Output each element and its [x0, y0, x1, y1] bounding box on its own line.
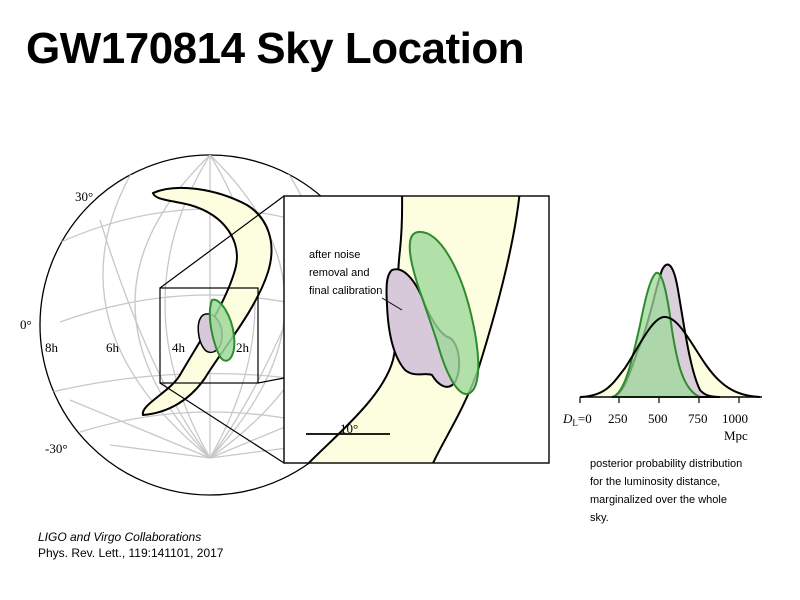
- caption-line: sky.: [590, 512, 609, 524]
- zoom-line-bottom: [159, 382, 285, 464]
- ra-label-2h: 2h: [236, 340, 250, 355]
- zoom-line-top: [159, 195, 285, 289]
- dec-label-minus30: -30°: [45, 441, 68, 456]
- dec-label-30: 30°: [75, 189, 93, 204]
- distance-plot: DL=0 250 500 750 1000 Mpc: [562, 263, 762, 443]
- annotation-line: removal and: [309, 267, 370, 279]
- x-tick-750: 750: [688, 411, 708, 426]
- ra-label-8h: 8h: [45, 340, 59, 355]
- inset-panel: 10°: [283, 195, 550, 464]
- x-tick-250: 250: [608, 411, 628, 426]
- citation: LIGO and Virgo Collaborations Phys. Rev.…: [38, 529, 223, 561]
- ra-label-4h: 4h: [172, 340, 186, 355]
- x-axis-unit: Mpc: [724, 428, 748, 443]
- sky-region-yellow: [141, 186, 273, 417]
- citation-authors: LIGO and Virgo Collaborations: [38, 530, 202, 544]
- zoom-line-mid: [257, 377, 285, 384]
- distance-curve-yellow-outline: [579, 315, 761, 398]
- inset-frame: [283, 195, 550, 464]
- distance-axis-ticks: [579, 397, 740, 403]
- distance-caption: posterior probability distribution for t…: [590, 455, 742, 527]
- x-tick-500: 500: [648, 411, 668, 426]
- scale-bar-label: 10°: [340, 421, 358, 436]
- caption-line: marginalized over the whole: [590, 494, 727, 506]
- x-tick-zero: DL=0: [562, 411, 592, 428]
- x-tick-1000: 1000: [722, 411, 748, 426]
- caption-line: for the luminosity distance,: [590, 476, 721, 488]
- zoom-box: [159, 287, 259, 384]
- inset-band-right-edge: [431, 196, 521, 463]
- distance-curve-green: [611, 271, 701, 398]
- caption-line: posterior probability distribution: [590, 458, 743, 470]
- citation-reference: Phys. Rev. Lett., 119:141101, 2017: [38, 546, 224, 560]
- page-title: GW170814 Sky Location: [26, 24, 525, 73]
- ra-label-6h: 6h: [106, 340, 120, 355]
- annotation-line: final calibration: [309, 285, 383, 297]
- inset-annotation: after noise removal and final calibratio…: [309, 246, 382, 300]
- annotation-line: after noise: [309, 249, 361, 261]
- sky-region-green-small: [208, 298, 236, 362]
- inset-region-green: [408, 230, 480, 395]
- annotation-pointer: [381, 297, 403, 311]
- dec-label-0: 0°: [20, 317, 32, 332]
